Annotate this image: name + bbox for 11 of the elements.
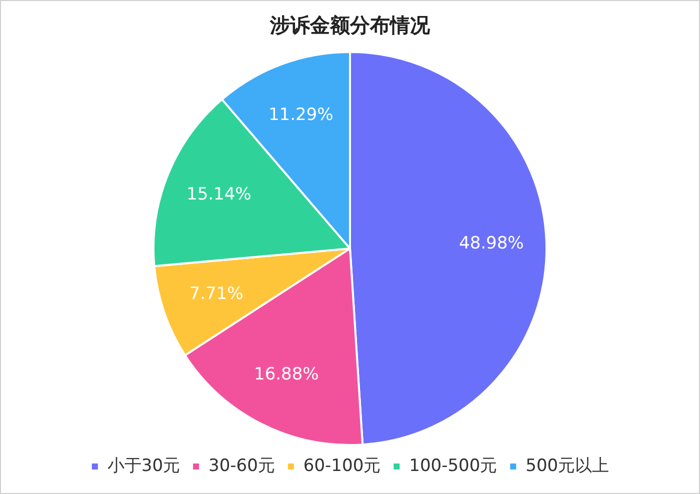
data-label: 7.71% xyxy=(189,284,244,304)
data-label: 11.29% xyxy=(268,105,334,126)
legend-label: 30-60元 xyxy=(208,456,275,476)
legend-label: 60-100元 xyxy=(303,456,381,476)
data-label: 16.88% xyxy=(254,364,319,384)
legend-label: 100-500元 xyxy=(409,456,498,476)
data-label: 15.14% xyxy=(186,184,252,205)
chart-title: 涉诉金额分布情况 xyxy=(269,13,431,38)
legend-label: 500元以上 xyxy=(526,456,610,476)
data-label: 48.98% xyxy=(458,233,524,254)
legend-label: 小于30元 xyxy=(107,456,180,476)
